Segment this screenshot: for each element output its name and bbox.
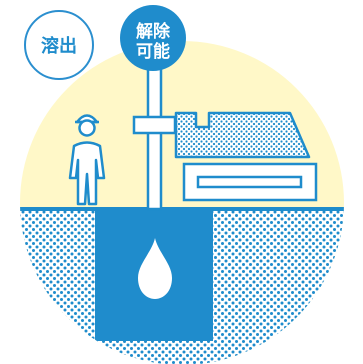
status-badge-removable: 解除 可能 — [120, 5, 186, 71]
badge-label-removable-line1: 解除 — [136, 21, 171, 42]
well-pipe-icon — [132, 58, 177, 211]
status-badge-dissolution: 溶出 — [24, 10, 94, 80]
building-icon — [174, 111, 318, 202]
ground-line — [20, 207, 344, 211]
worker-icon — [68, 114, 106, 206]
water-drop-icon — [138, 238, 172, 299]
badge-label-removable-line2: 可能 — [136, 41, 170, 62]
badge-label-dissolution: 溶出 — [41, 35, 77, 57]
